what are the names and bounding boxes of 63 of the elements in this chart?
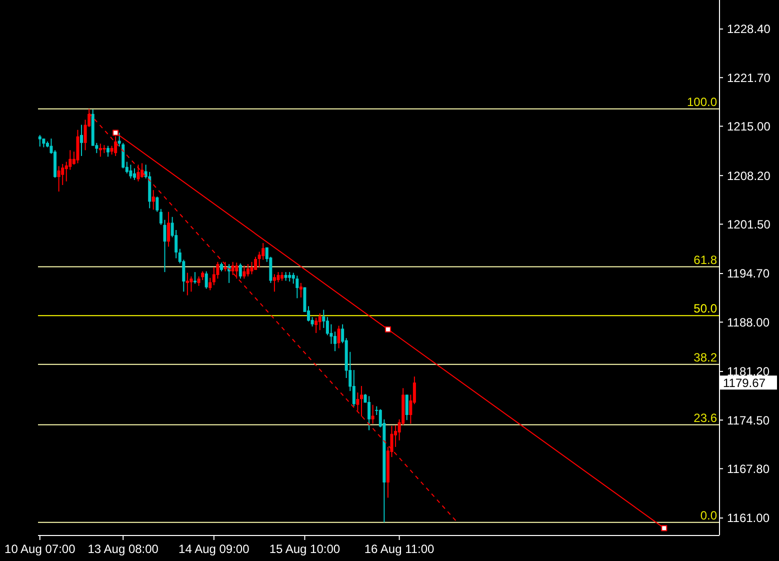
annotation: 23.6 <box>694 410 718 425</box>
candlestick <box>136 164 140 182</box>
x-tick-label: 15 Aug 10:00 <box>269 542 340 556</box>
y-tick-label: 1221.70 <box>727 70 771 85</box>
candlestick <box>208 277 212 291</box>
y-tick-label: 1188.00 <box>727 315 770 330</box>
y-tick-label: 1174.50 <box>727 413 770 428</box>
candlestick <box>212 266 216 286</box>
candlestick <box>242 265 246 280</box>
candlestick <box>76 129 80 164</box>
candlestick <box>288 272 292 282</box>
candlestick <box>405 394 408 421</box>
candlestick <box>368 396 371 431</box>
annotation: 100.0 <box>686 94 718 109</box>
candlestick <box>356 392 360 412</box>
y-tick-label: 1208.20 <box>727 168 771 183</box>
candlestick <box>224 261 227 272</box>
candlestick <box>250 261 254 275</box>
candlestick <box>106 145 110 158</box>
candlestick <box>272 274 276 292</box>
candlestick <box>114 136 118 156</box>
annotation: 0.0 <box>700 508 718 522</box>
y-tick-label: 1161.00 <box>727 511 770 526</box>
annotation: 38.2 <box>694 350 718 364</box>
candlestick <box>360 385 363 417</box>
y-tick-label: 1167.80 <box>727 462 770 476</box>
candlestick <box>167 211 170 248</box>
candlestick <box>204 270 208 290</box>
candlestick <box>80 124 84 156</box>
y-tick-label: 1228.40 <box>727 22 771 36</box>
x-tick-label: 16 Aug 11:00 <box>364 542 435 556</box>
y-tick-label: 1201.50 <box>727 217 771 232</box>
annotation: 61.8 <box>694 252 718 267</box>
candlestick <box>98 143 102 158</box>
candlestick <box>371 404 374 424</box>
candlestick <box>296 275 299 299</box>
candlestick <box>129 164 132 179</box>
candlestick <box>246 264 250 277</box>
candlestick <box>238 262 242 280</box>
candlestick <box>190 276 193 292</box>
candlestick <box>132 168 136 180</box>
candlestick <box>352 370 356 407</box>
candlestick <box>333 331 336 352</box>
candlestick <box>235 262 238 280</box>
y-tick-label: 1215.00 <box>727 119 771 134</box>
x-tick-label: 10 Aug 07:00 <box>4 542 76 556</box>
candlestick <box>38 134 42 148</box>
candlestick <box>152 190 155 210</box>
candlestick <box>299 282 302 298</box>
candlestick <box>231 261 234 276</box>
candlestick <box>314 317 318 334</box>
candlestick <box>140 162 144 178</box>
x-tick-label: 13 Aug 08:00 <box>88 542 159 556</box>
candlestick <box>57 166 60 192</box>
candlestick <box>337 325 340 349</box>
candlestick <box>197 276 200 286</box>
candlestick <box>156 196 159 212</box>
candlestick <box>186 272 189 296</box>
x-tick-label: 14 Aug 09:00 <box>178 542 250 556</box>
candlestick <box>318 312 322 331</box>
candlestick <box>254 256 258 270</box>
annotation: 50.0 <box>694 302 718 316</box>
y-tick-label: 1194.70 <box>727 266 770 281</box>
